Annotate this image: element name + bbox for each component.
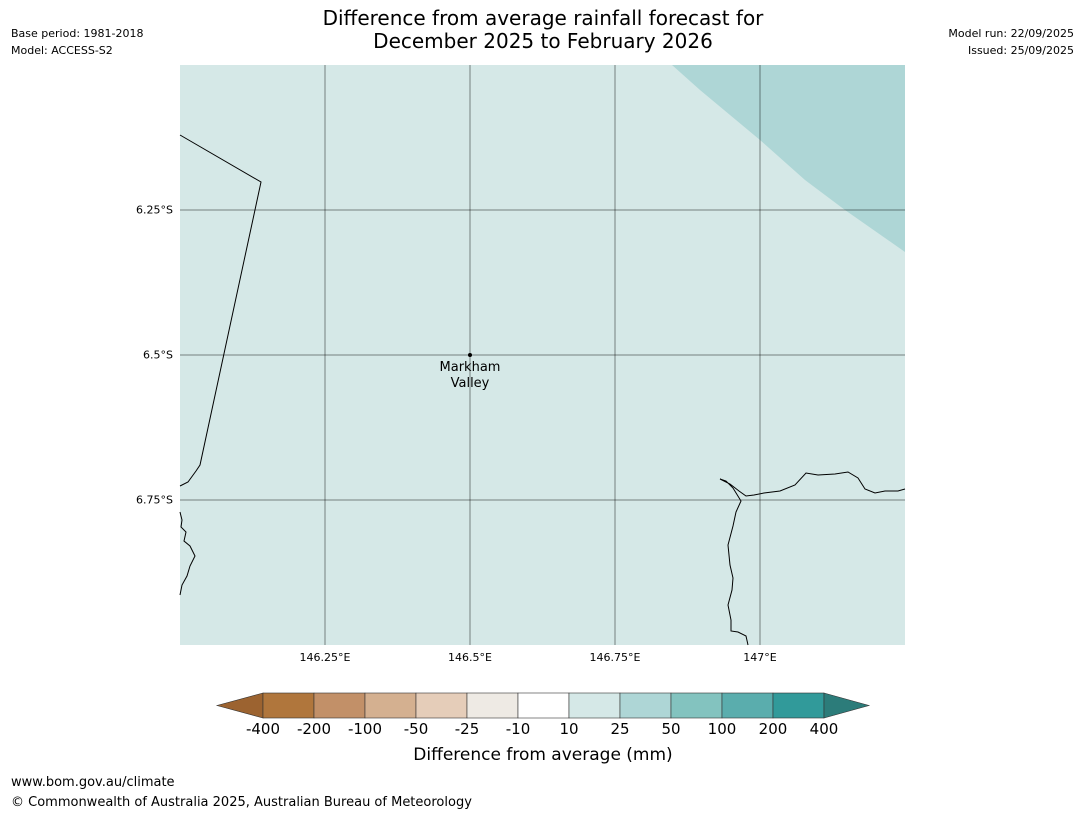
- longitude-label-146-25: 146.25°E: [299, 651, 351, 664]
- colorbar-bin-3: [364, 692, 417, 719]
- place-label-markham-valley: Markham Valley: [440, 360, 501, 392]
- map-title: Difference from average rainfall forecas…: [243, 7, 843, 53]
- colorbar-label: Difference from average (mm): [413, 745, 673, 765]
- footer-copyright: © Commonwealth of Australia 2025, Austra…: [11, 795, 472, 810]
- wetter-forecast-zone: [672, 65, 905, 252]
- latitude-label-6-75: 6.75°S: [136, 493, 173, 507]
- colorbar-bin-4: [415, 692, 468, 719]
- graticule: [180, 65, 905, 645]
- title-line-2: December 2025 to February 2026: [373, 29, 713, 53]
- provincial-boundary: [179, 134, 262, 487]
- colorbar-tick: 25: [610, 720, 630, 738]
- colorbar: [215, 692, 871, 719]
- markham-valley-marker: [468, 353, 472, 357]
- base-period-text: Base period: 1981-2018: [11, 27, 144, 40]
- map-background: [180, 65, 905, 645]
- colorbar-bin-9: [670, 692, 723, 719]
- colorbar-tick: -10: [505, 720, 531, 738]
- latitude-label-6-5: 6.5°S: [143, 348, 173, 362]
- longitude-label-146-5: 146.5°E: [448, 651, 492, 664]
- colorbar-bin-8: [619, 692, 672, 719]
- colorbar-bin-5: [466, 692, 519, 719]
- model-run-text: Model run: 22/09/2025: [948, 27, 1074, 40]
- place-name-line-2: Valley: [450, 376, 490, 391]
- colorbar-tick: -50: [403, 720, 429, 738]
- colorbar-tick: -400: [245, 720, 281, 738]
- colorbar-tick: -25: [454, 720, 480, 738]
- title-line-1: Difference from average rainfall forecas…: [322, 6, 764, 30]
- colorbar-tick: 50: [661, 720, 681, 738]
- colorbar-bin-1: [262, 692, 315, 719]
- colorbar-tick: 400: [809, 720, 839, 738]
- longitude-label-146-75: 146.75°E: [589, 651, 641, 664]
- boundaries: [179, 134, 906, 646]
- colorbar-tick: -100: [347, 720, 383, 738]
- colorbar-tick: 100: [707, 720, 737, 738]
- forecast-metadata-right: Model run: 22/09/2025 Issued: 25/09/2025: [948, 25, 1074, 59]
- colorbar-bin-7: [568, 692, 621, 719]
- colorbar-bin-10: [721, 692, 774, 719]
- latitude-label-6-25: 6.25°S: [136, 203, 173, 217]
- footer-url-link[interactable]: www.bom.gov.au/climate: [11, 775, 175, 790]
- model-text: Model: ACCESS-S2: [11, 44, 113, 57]
- issued-text: Issued: 25/09/2025: [967, 44, 1074, 57]
- forecast-metadata-left: Base period: 1981-2018 Model: ACCESS-S2: [11, 25, 143, 59]
- east-coastline: [719, 471, 906, 646]
- place-name-line-1: Markham: [439, 360, 501, 375]
- colorbar-bin-6: [517, 692, 570, 719]
- colorbar-tick: 10: [559, 720, 579, 738]
- west-coastline: [179, 511, 196, 596]
- colorbar-tick: -200: [296, 720, 332, 738]
- colorbar-min-extension: [215, 692, 264, 719]
- colorbar-tick: 200: [758, 720, 788, 738]
- longitude-label-147: 147°E: [743, 651, 777, 664]
- colorbar-max-extension: [823, 692, 871, 719]
- colorbar-bin-2: [313, 692, 366, 719]
- colorbar-bin-11: [772, 692, 825, 719]
